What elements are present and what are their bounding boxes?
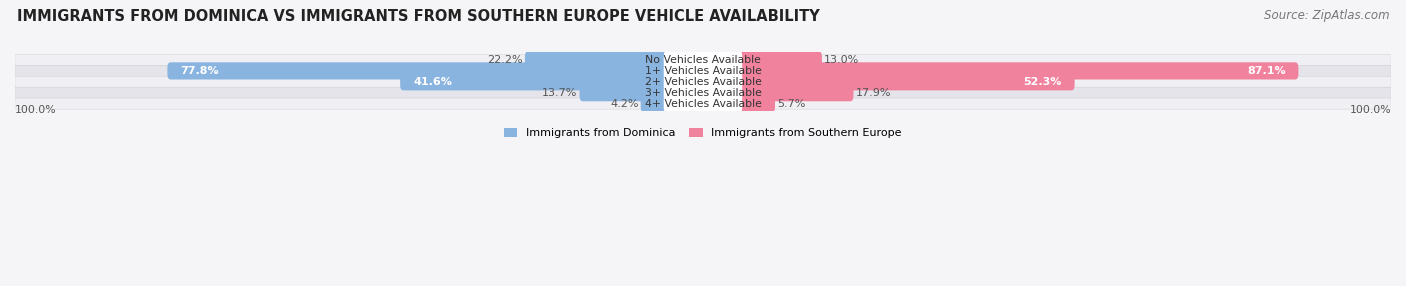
Text: 3+ Vehicles Available: 3+ Vehicles Available <box>644 88 762 98</box>
Text: 41.6%: 41.6% <box>413 77 451 87</box>
Text: 100.0%: 100.0% <box>1350 105 1391 115</box>
Text: 2+ Vehicles Available: 2+ Vehicles Available <box>644 77 762 87</box>
FancyBboxPatch shape <box>665 51 741 69</box>
Text: 52.3%: 52.3% <box>1024 77 1062 87</box>
Text: Source: ZipAtlas.com: Source: ZipAtlas.com <box>1264 9 1389 21</box>
FancyBboxPatch shape <box>15 65 1391 76</box>
FancyBboxPatch shape <box>15 76 1391 87</box>
FancyBboxPatch shape <box>665 73 741 91</box>
Text: 22.2%: 22.2% <box>488 55 523 65</box>
Text: 5.7%: 5.7% <box>778 99 806 109</box>
FancyBboxPatch shape <box>641 95 673 112</box>
FancyBboxPatch shape <box>15 54 1391 65</box>
Text: 87.1%: 87.1% <box>1247 66 1285 76</box>
Text: 17.9%: 17.9% <box>855 88 891 98</box>
Text: 100.0%: 100.0% <box>15 105 56 115</box>
Text: No Vehicles Available: No Vehicles Available <box>645 55 761 65</box>
FancyBboxPatch shape <box>733 62 1298 80</box>
FancyBboxPatch shape <box>733 95 775 112</box>
FancyBboxPatch shape <box>167 62 673 80</box>
FancyBboxPatch shape <box>524 51 673 69</box>
FancyBboxPatch shape <box>401 73 673 90</box>
Text: 4+ Vehicles Available: 4+ Vehicles Available <box>644 99 762 109</box>
Text: 1+ Vehicles Available: 1+ Vehicles Available <box>644 66 762 76</box>
FancyBboxPatch shape <box>665 95 741 113</box>
FancyBboxPatch shape <box>579 84 673 101</box>
Text: 4.2%: 4.2% <box>610 99 638 109</box>
FancyBboxPatch shape <box>733 84 853 101</box>
FancyBboxPatch shape <box>733 73 1074 90</box>
Legend: Immigrants from Dominica, Immigrants from Southern Europe: Immigrants from Dominica, Immigrants fro… <box>499 123 907 143</box>
FancyBboxPatch shape <box>15 87 1391 98</box>
FancyBboxPatch shape <box>665 84 741 102</box>
Text: IMMIGRANTS FROM DOMINICA VS IMMIGRANTS FROM SOUTHERN EUROPE VEHICLE AVAILABILITY: IMMIGRANTS FROM DOMINICA VS IMMIGRANTS F… <box>17 9 820 23</box>
FancyBboxPatch shape <box>733 51 823 69</box>
Text: 13.0%: 13.0% <box>824 55 859 65</box>
Text: 13.7%: 13.7% <box>543 88 578 98</box>
FancyBboxPatch shape <box>15 98 1391 109</box>
Text: 77.8%: 77.8% <box>180 66 219 76</box>
FancyBboxPatch shape <box>665 62 741 80</box>
